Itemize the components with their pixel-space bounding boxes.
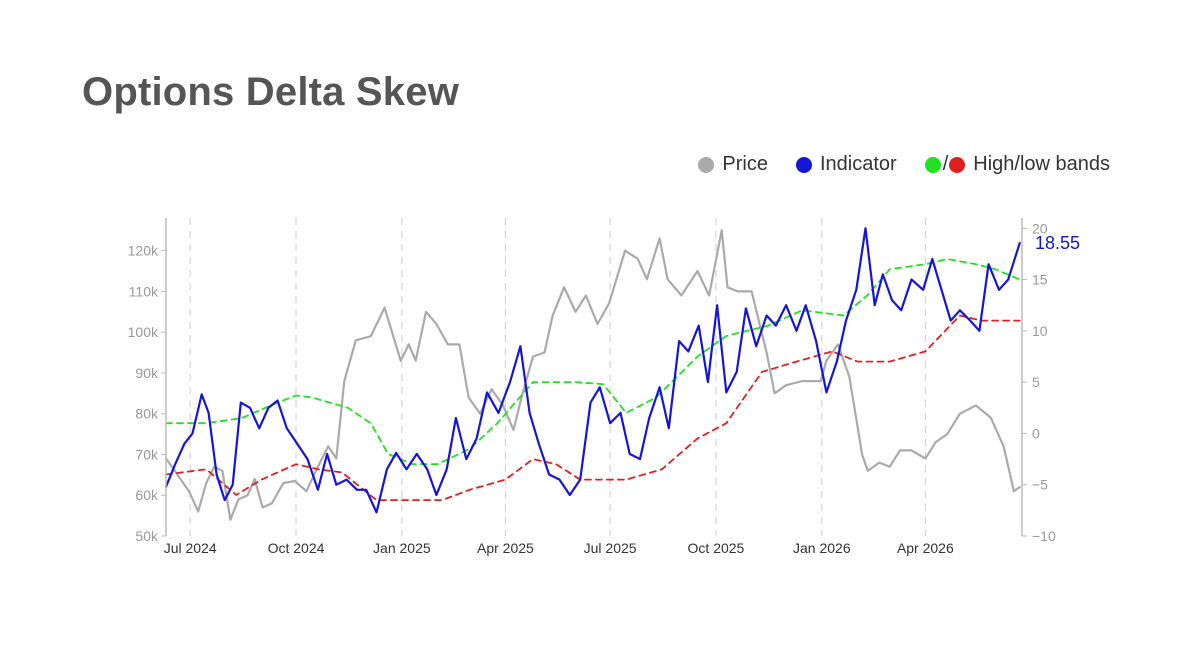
left-tick-label: 70k (135, 446, 159, 462)
x-tick-label: Jan 2025 (373, 540, 431, 556)
indicator-dot-icon (795, 156, 812, 173)
right-tick-label: 15 (1032, 272, 1048, 288)
axes: Jul 2024 Oct 2024 Jan 2025 Apr 2025 Jul 2025… (128, 218, 1080, 556)
left-tick-label: 100k (128, 324, 159, 340)
legend-item-bands: / High/low bands (924, 153, 1110, 176)
indicator-last-value-label: 18.55 (1035, 233, 1080, 253)
left-tick-label: 80k (135, 406, 159, 422)
right-tick-label: −10 (1032, 528, 1056, 544)
left-tick-label: 120k (128, 243, 159, 259)
price-line (164, 229, 1021, 521)
indicator-line (164, 227, 1021, 514)
series-lines (164, 227, 1021, 521)
legend-bands-slash: / (942, 153, 949, 175)
right-tick-label: 20 (1032, 220, 1048, 236)
x-tick-label: Oct 2025 (688, 540, 745, 556)
legend-label-price: Price (722, 153, 768, 175)
gridlines (189, 218, 926, 536)
right-tick-label: 0 (1032, 425, 1040, 441)
left-tick-label: 90k (135, 365, 159, 381)
right-tick-label: −5 (1032, 477, 1048, 493)
chart-legend: Price Indicator / High/low bands (670, 153, 1110, 176)
low-band-line (165, 314, 1021, 502)
x-tick-label: Apr 2026 (897, 540, 954, 556)
legend-item-indicator: Indicator (795, 153, 897, 176)
low-band-dot-icon (949, 156, 966, 173)
price-dot-icon (698, 156, 715, 173)
high-band-dot-icon (924, 156, 941, 173)
x-tick-label: Oct 2024 (268, 540, 325, 556)
left-tick-label: 60k (135, 487, 159, 503)
x-tick-label: Apr 2025 (477, 540, 534, 556)
legend-item-price: Price (698, 153, 768, 176)
x-tick-label: Jul 2024 (164, 540, 217, 556)
right-tick-label: 5 (1032, 374, 1040, 390)
chart-title: Options Delta Skew (82, 70, 460, 114)
left-tick-label: 110k (129, 283, 159, 299)
legend-label-bands: High/low bands (973, 153, 1110, 175)
right-tick-label: 10 (1032, 323, 1048, 339)
high-band-line (165, 258, 1021, 466)
x-tick-label: Jan 2026 (793, 540, 851, 556)
legend-label-indicator: Indicator (819, 153, 897, 175)
left-tick-label: 50k (135, 528, 159, 544)
x-tick-label: Jul 2025 (584, 540, 637, 556)
